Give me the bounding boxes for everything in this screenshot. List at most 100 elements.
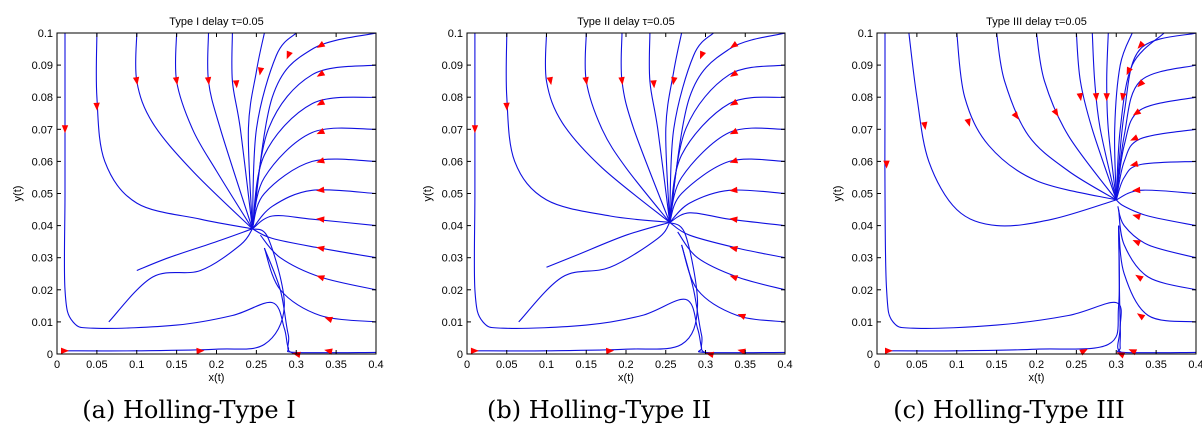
trajectories	[473, 33, 785, 354]
trajectory-curve	[251, 158, 376, 229]
y-axis-label: y(t)	[832, 186, 844, 202]
y-tick-label: 0.01	[32, 317, 53, 329]
direction-arrow	[324, 348, 333, 355]
direction-arrow	[204, 76, 212, 86]
x-tick-label: 0.05	[496, 359, 517, 371]
y-tick-label: 0.05	[852, 189, 873, 201]
y-tick-label: 0.04	[442, 221, 463, 233]
trajectory-curve	[108, 228, 253, 323]
y-tick-label: 0.07	[442, 124, 463, 136]
trajectory-curve	[1115, 33, 1196, 200]
direction-arrow	[729, 245, 738, 253]
direction-arrow	[1135, 274, 1144, 282]
trajectories	[884, 33, 1196, 354]
direction-arrow	[1132, 240, 1142, 247]
trajectory-curve	[251, 96, 376, 229]
direction-arrow	[61, 125, 69, 134]
y-tick-label: 0.06	[32, 156, 53, 168]
x-tick-label: 0	[54, 359, 60, 371]
direction-arrow	[1137, 40, 1146, 49]
direction-arrow	[883, 160, 890, 169]
y-tick-label: 0.08	[852, 92, 873, 104]
x-tick-label: 0.3	[1109, 359, 1124, 371]
trajectory-curve	[669, 96, 785, 223]
x-tick-label: 0.25	[1066, 359, 1087, 371]
trajectory-curve	[263, 247, 376, 323]
trajectory-curve	[252, 215, 376, 230]
y-tick-label: 0.03	[442, 253, 463, 265]
direction-arrow	[93, 102, 100, 111]
axes-frame	[466, 32, 786, 355]
x-axis-label: x(t)	[1029, 372, 1045, 384]
trajectory-curve	[669, 212, 785, 227]
chart-title: Type I delay τ=0.05	[169, 16, 264, 28]
trajectory-curve	[884, 225, 1120, 352]
trajectory-curve	[251, 189, 376, 230]
y-tick-label: 0.08	[32, 92, 53, 104]
x-axis-label: x(t)	[618, 372, 634, 384]
x-tick-label: 0.2	[209, 359, 224, 371]
direction-arrow	[737, 313, 747, 320]
direction-arrow	[729, 275, 739, 282]
y-tick-label: 0.03	[32, 253, 53, 265]
direction-arrow	[257, 67, 265, 76]
y-tick-label: 0.05	[442, 189, 463, 201]
direction-arrow	[1011, 111, 1019, 120]
x-tick-label: 0.35	[735, 359, 756, 371]
direction-arrow	[316, 41, 326, 48]
trajectory-curve	[884, 33, 1196, 354]
direction-arrow	[316, 186, 325, 193]
x-tick-label: 0.4	[777, 359, 792, 371]
trajectory-curve	[474, 221, 699, 352]
x-axis-label: x(t)	[209, 372, 225, 384]
trajectory-curve	[546, 221, 670, 268]
x-tick-label: 0.4	[1188, 359, 1202, 371]
direction-arrow	[729, 216, 738, 223]
direction-arrow	[61, 347, 69, 354]
direction-arrow	[1132, 186, 1141, 194]
subfigure-caption: (b) Holling-Type II	[487, 396, 711, 424]
x-tick-label: 0.15	[166, 359, 187, 371]
y-tick-label: 0.09	[32, 60, 53, 72]
trajectory-curve	[1118, 209, 1196, 291]
trajectory-curve	[665, 33, 683, 223]
x-tick-label: 0.35	[325, 359, 346, 371]
y-tick-label: 0.04	[852, 221, 873, 233]
subfigure-caption: (c) Holling-Type III	[893, 396, 1124, 424]
trajectory-curve	[259, 234, 376, 291]
direction-arrow	[316, 157, 325, 164]
trajectory-curve	[263, 247, 376, 354]
trajectory-curve	[584, 33, 671, 223]
direction-arrow	[232, 80, 240, 89]
direction-arrow	[606, 347, 615, 355]
trajectory-curve	[251, 33, 376, 229]
trajectory-curve	[1117, 225, 1196, 354]
y-axis-label: y(t)	[12, 186, 24, 202]
direction-arrow	[316, 98, 326, 106]
direction-arrow	[700, 50, 706, 60]
trajectory-curve	[1118, 225, 1196, 323]
trajectory-curve	[1106, 33, 1117, 200]
y-tick-label: 0.07	[32, 124, 53, 136]
y-tick-label: 0.02	[32, 285, 53, 297]
y-tick-label: 0.08	[442, 92, 463, 104]
direction-arrow	[705, 351, 715, 358]
axes-frame	[876, 32, 1197, 355]
trajectory-curve	[648, 33, 671, 223]
x-tick-label: 0.05	[906, 359, 927, 371]
trajectory-curve	[669, 189, 785, 223]
trajectory-curve	[1115, 199, 1196, 227]
trajectory-curve	[247, 33, 265, 229]
trajectory-curve	[473, 33, 785, 354]
direction-arrow	[1103, 93, 1110, 102]
x-tick-label: 0.35	[1145, 359, 1166, 371]
direction-arrow	[582, 76, 589, 86]
x-tick-label: 0.1	[129, 359, 144, 371]
trajectory-curve	[1117, 206, 1196, 259]
direction-arrow	[885, 347, 893, 354]
x-tick-label: 0.15	[576, 359, 597, 371]
trajectory-curve	[64, 228, 285, 352]
trajectory-curve	[251, 64, 376, 229]
direction-arrow	[316, 69, 326, 77]
